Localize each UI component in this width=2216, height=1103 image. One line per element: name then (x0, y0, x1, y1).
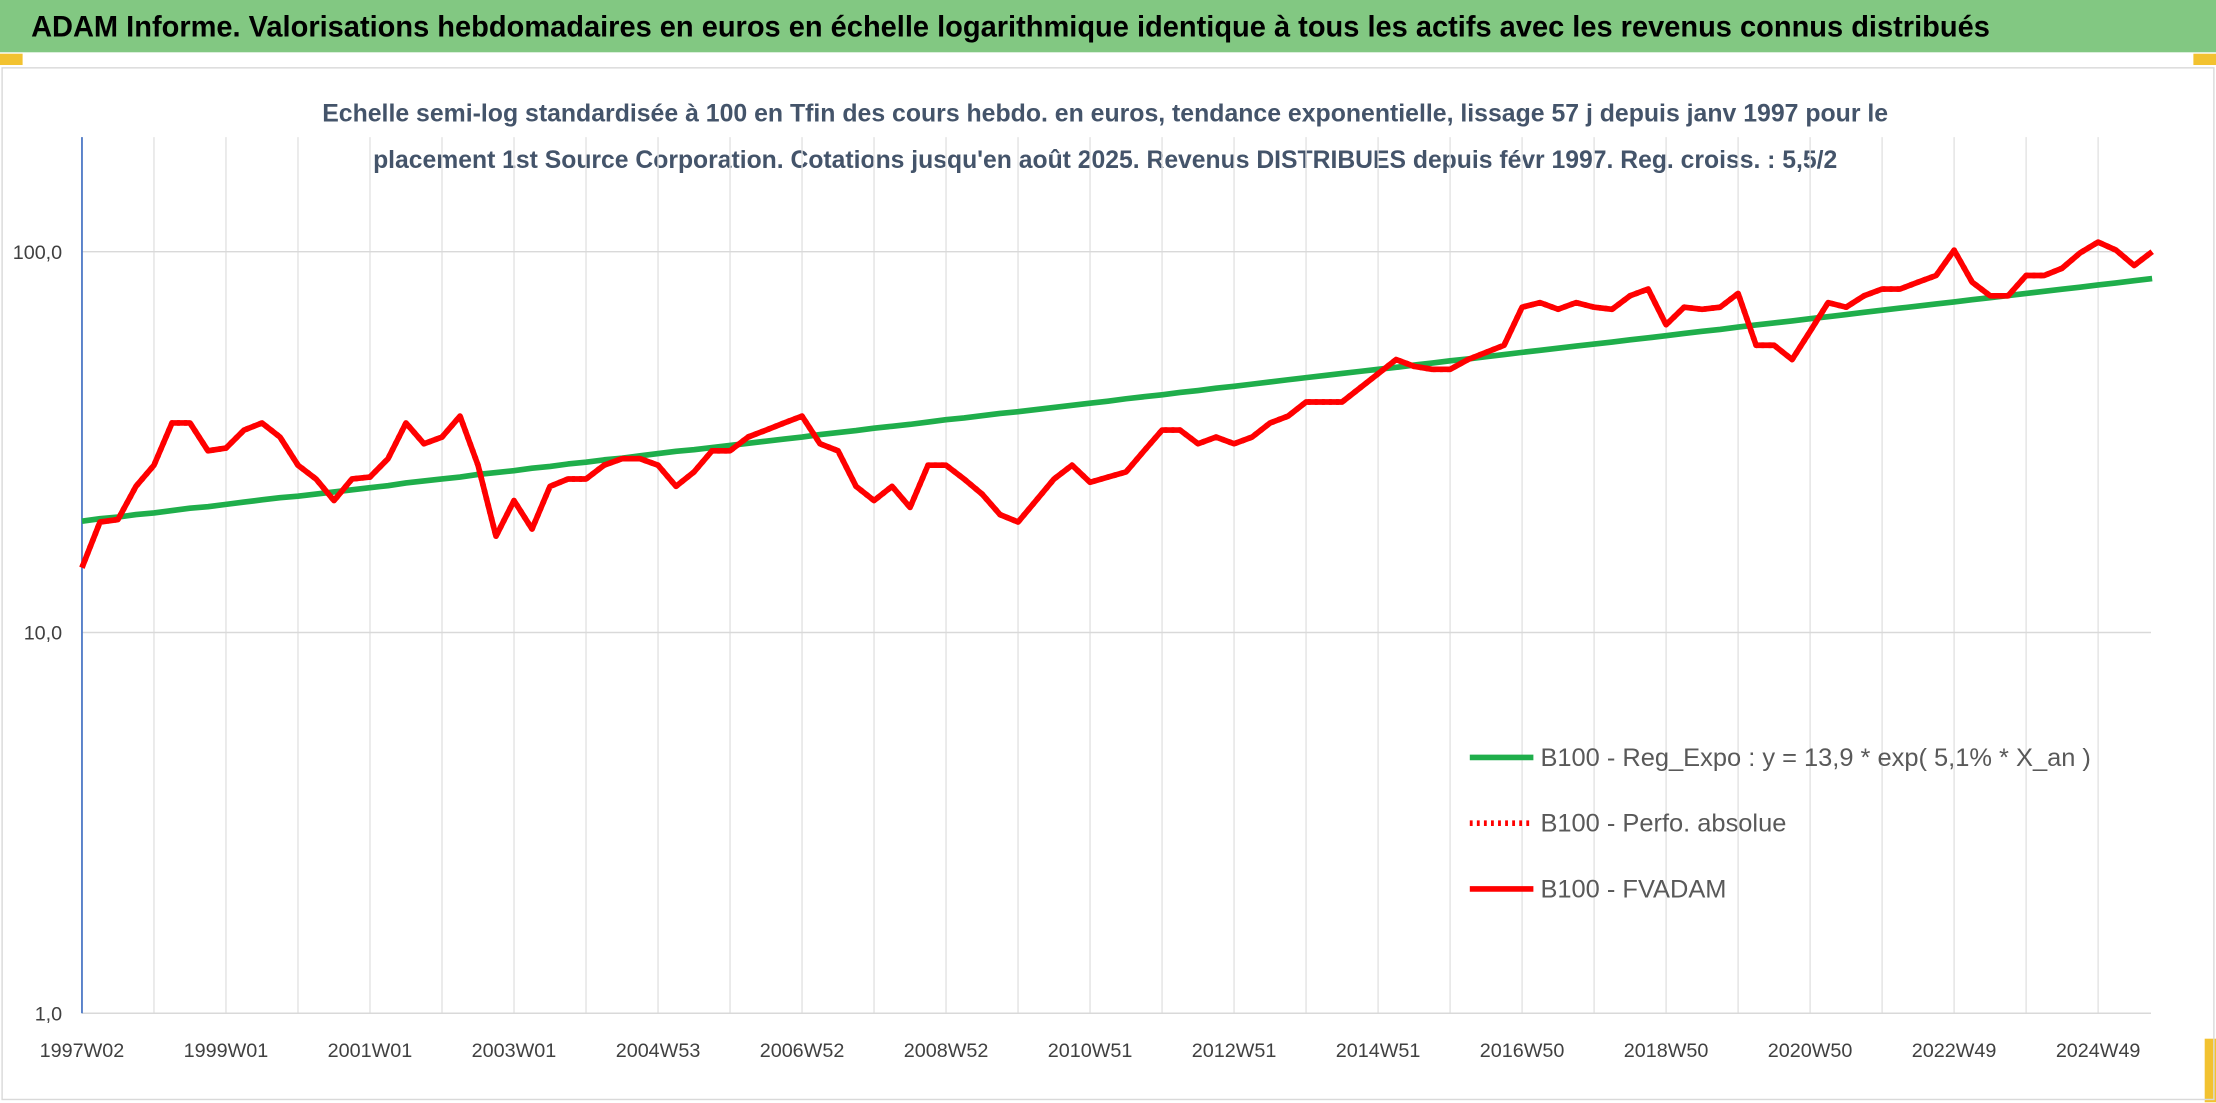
x-tick-label: 2016W50 (1480, 1040, 1565, 1062)
y-tick-label: 1,0 (35, 1003, 62, 1025)
corner-mark (2193, 53, 2216, 66)
header-bar (0, 0, 2216, 53)
y-tick-label: 100,0 (13, 242, 62, 264)
x-tick-label: 1997W02 (40, 1040, 125, 1062)
x-tick-label: 2004W53 (616, 1040, 701, 1062)
x-tick-label: 2003W01 (472, 1040, 557, 1062)
x-tick-label: 2012W51 (1192, 1040, 1277, 1062)
chart-subtitle: Echelle semi-log standardisée à 100 en T… (322, 100, 1888, 128)
x-tick-label: 2001W01 (328, 1040, 413, 1062)
x-tick-label: 2022W49 (1912, 1040, 1997, 1062)
x-tick-label: 2018W50 (1624, 1040, 1709, 1062)
chart-frame (1, 67, 2215, 1101)
x-tick-label: 2024W49 (2056, 1040, 2141, 1062)
x-tick-label: 2010W51 (1048, 1040, 1133, 1062)
x-tick-label: 2020W50 (1768, 1040, 1853, 1062)
legend-label: B100 - Reg_Expo : y = 13,9 * exp( 5,1% *… (1540, 744, 2090, 772)
x-tick-label: 2008W52 (904, 1040, 989, 1062)
series-line (79, 239, 2154, 569)
chart-subtitle: placement 1st Source Corporation. Cotati… (373, 146, 1837, 174)
y-tick-label: 10,0 (24, 623, 62, 645)
legend-label: B100 - FVADAM (1540, 875, 1726, 903)
x-tick-label: 2014W51 (1336, 1040, 1421, 1062)
x-tick-label: 1999W01 (184, 1040, 269, 1062)
corner-mark (2204, 1038, 2216, 1103)
chart-title: ADAM Informe. Valorisations hebdomadaire… (31, 11, 1990, 44)
x-tick-label: 2006W52 (760, 1040, 845, 1062)
series-line (81, 275, 2153, 525)
legend-label: B100 - Perfo. absolue (1540, 810, 1786, 838)
corner-mark (0, 53, 23, 66)
